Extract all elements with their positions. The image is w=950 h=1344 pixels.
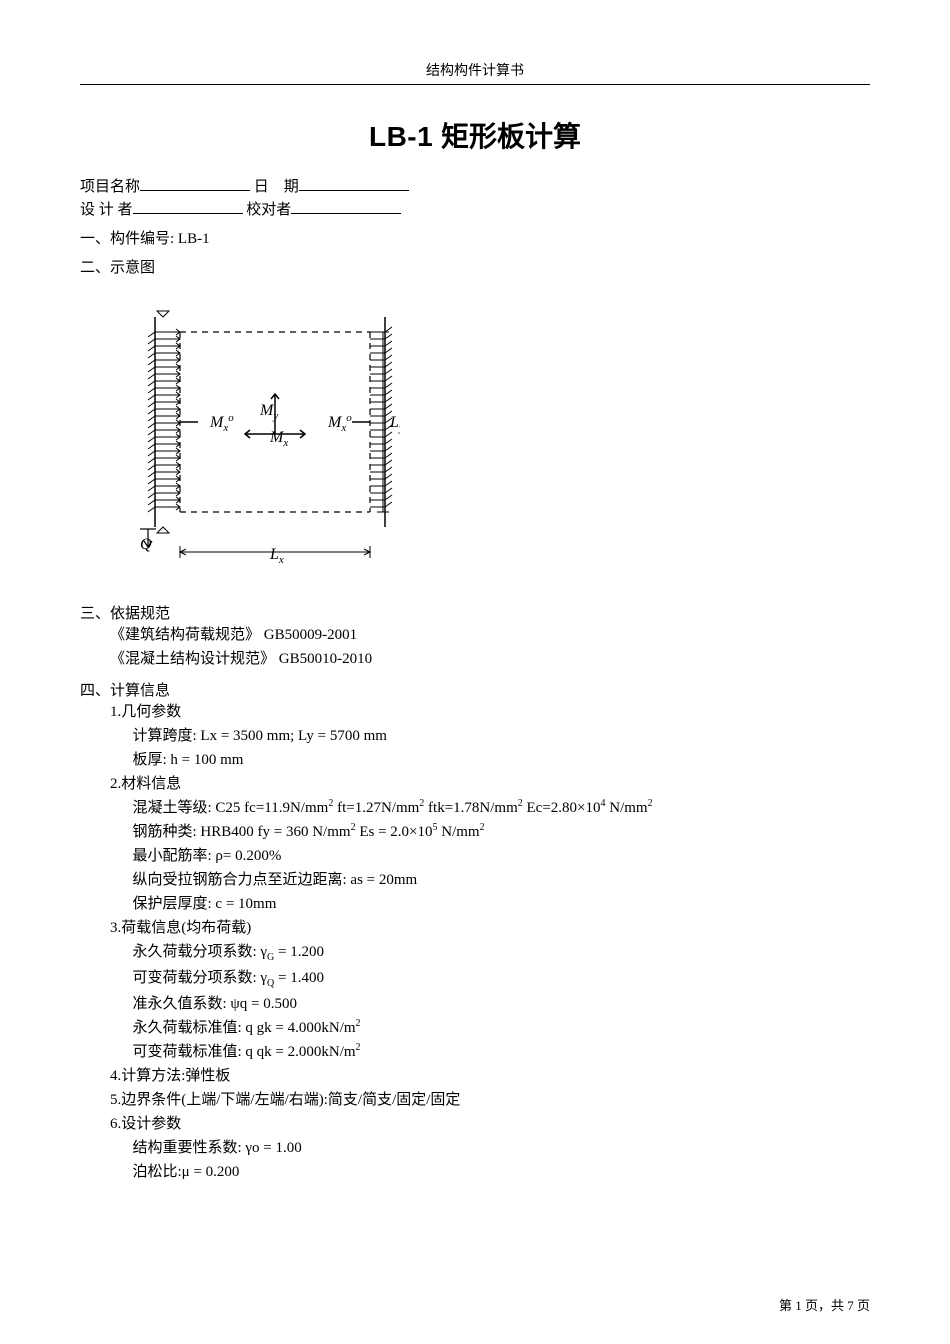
project-line: 项目名称 日 期	[80, 175, 870, 196]
p3-l5: 可变荷载标准值: q qk = 2.000kN/m2	[80, 1040, 870, 1064]
svg-text:Mxo: Mxo	[209, 412, 234, 434]
p3-l5t: 可变荷载标准值: q qk = 2.000kN/m	[133, 1044, 356, 1060]
project-blank	[140, 175, 250, 191]
p3-l4t: 永久荷载标准值: q gk = 4.000kN/m	[133, 1020, 356, 1036]
p2-l2b: Es = 2.0×10	[359, 824, 432, 840]
p2-l4: 纵向受拉钢筋合力点至近边距离: as = 20mm	[80, 868, 870, 892]
p2-l1: 混凝土等级: C25 fc=11.9N/mm2 ft=1.27N/mm2 ftk…	[80, 796, 870, 820]
sup2-2: 2	[419, 798, 424, 809]
p3-l1: 永久荷载分项系数: γG = 1.200	[80, 940, 870, 966]
p6-l2: 泊松比:μ = 0.200	[80, 1160, 870, 1184]
p2-l3: 最小配筋率: ρ= 0.200%	[80, 844, 870, 868]
date-blank	[299, 175, 409, 191]
designer-blank	[133, 198, 243, 214]
diagram-svg: MxoMyMxMxoLyLxQ	[100, 297, 400, 577]
title-cn: 矩形板计算	[441, 121, 581, 152]
svg-text:Lx: Lx	[269, 546, 284, 566]
sup2-1: 2	[328, 798, 333, 809]
p6-l1: 结构重要性系数: γo = 1.00	[80, 1136, 870, 1160]
sup2-8: 2	[356, 1042, 361, 1053]
sup2-4: 2	[648, 798, 653, 809]
checker-label: 校对者	[246, 202, 291, 218]
p3-head: 3.荷载信息(均布荷载)	[80, 916, 870, 940]
project-label: 项目名称	[80, 179, 140, 195]
sec3-heading: 三、依据规范	[80, 602, 870, 623]
designer-line: 设 计 者 校对者	[80, 198, 870, 219]
checker-blank	[291, 198, 401, 214]
sup2-3: 2	[518, 798, 523, 809]
p2-l1b: ft=1.27N/mm	[337, 800, 419, 816]
p1-l1: 计算跨度: Lx = 3500 mm; Ly = 5700 mm	[80, 724, 870, 748]
sup4-1: 4	[601, 798, 606, 809]
p2-l1e: N/mm	[609, 800, 647, 816]
header-rule	[80, 84, 870, 85]
p2-l5: 保护层厚度: c = 10mm	[80, 892, 870, 916]
main-title: LB-1 矩形板计算	[80, 115, 870, 155]
p2-l1d: Ec=2.80×10	[527, 800, 601, 816]
p3-l4: 永久荷载标准值: q gk = 4.000kN/m2	[80, 1016, 870, 1040]
p2-l1a: 混凝土等级: C25 fc=11.9N/mm	[133, 800, 329, 816]
sub-g: G	[267, 952, 274, 963]
p5-head: 5.边界条件(上端/下端/左端/右端):简支/简支/固定/固定	[80, 1088, 870, 1112]
sec3-line1: 《建筑结构荷载规范》 GB50009-2001	[80, 623, 870, 647]
p1-head: 1.几何参数	[80, 700, 870, 724]
title-en: LB-1	[369, 121, 433, 152]
sec1-heading: 一、构件编号: LB-1	[80, 227, 870, 248]
p6-head: 6.设计参数	[80, 1112, 870, 1136]
sup5-1: 5	[432, 822, 437, 833]
p2-l2: 钢筋种类: HRB400 fy = 360 N/mm2 Es = 2.0×105…	[80, 820, 870, 844]
designer-label: 设 计 者	[80, 202, 133, 218]
sub-q: Q	[267, 978, 274, 989]
page: 结构构件计算书 LB-1 矩形板计算 项目名称 日 期 设 计 者 校对者 一、…	[0, 0, 950, 1344]
p3-l2: 可变荷载分项系数: γQ = 1.400	[80, 966, 870, 992]
diagram: MxoMyMxMxoLyLxQ	[100, 297, 870, 582]
p2-l2c: N/mm	[441, 824, 479, 840]
svg-text:Ly: Ly	[389, 414, 400, 434]
p1-l2: 板厚: h = 100 mm	[80, 748, 870, 772]
p2-head: 2.材料信息	[80, 772, 870, 796]
page-footer: 第 1 页，共 7 页	[779, 1295, 870, 1314]
svg-text:Mxo: Mxo	[327, 412, 352, 434]
sec4-heading: 四、计算信息	[80, 679, 870, 700]
running-header: 结构构件计算书	[80, 60, 870, 80]
svg-text:Mx: Mx	[269, 429, 288, 449]
p4-head: 4.计算方法:弹性板	[80, 1064, 870, 1088]
sup2-5: 2	[351, 822, 356, 833]
sup2-6: 2	[480, 822, 485, 833]
date-label: 日 期	[254, 179, 299, 195]
sec2-heading: 二、示意图	[80, 256, 870, 277]
p2-l1c: ftk=1.78N/mm	[428, 800, 518, 816]
sec3-line2: 《混凝土结构设计规范》 GB50010-2010	[80, 647, 870, 671]
p3-l3: 准永久值系数: ψq = 0.500	[80, 992, 870, 1016]
sup2-7: 2	[356, 1018, 361, 1029]
p2-l2a: 钢筋种类: HRB400 fy = 360 N/mm	[133, 824, 351, 840]
